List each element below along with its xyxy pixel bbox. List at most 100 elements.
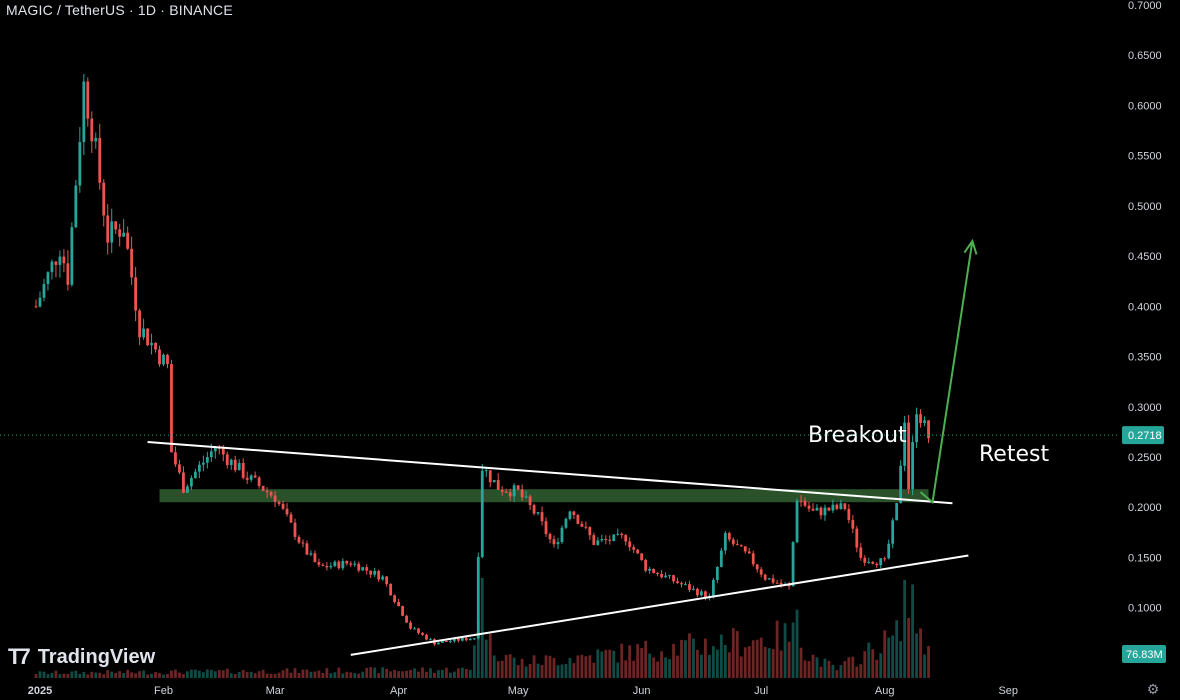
x-tick-label: Jun: [633, 685, 651, 697]
candle: [413, 628, 416, 630]
volume-bar: [309, 671, 313, 678]
candle: [58, 256, 62, 265]
volume-bar: [58, 674, 62, 678]
volume-bar: [612, 650, 616, 678]
candle: [50, 261, 54, 273]
candle: [855, 528, 859, 548]
candle: [520, 489, 524, 498]
volume-bar: [815, 657, 819, 678]
candle: [700, 591, 703, 596]
volume-bar: [277, 672, 281, 678]
candle: [385, 576, 389, 585]
candle: [544, 521, 548, 534]
candle: [325, 565, 329, 568]
candle: [759, 569, 763, 575]
volume-bar: [640, 648, 644, 678]
volume-bar: [739, 656, 743, 678]
candle: [417, 628, 420, 633]
volume-bar: [409, 669, 412, 678]
candle: [927, 420, 930, 439]
volume-bar: [349, 672, 353, 678]
candle: [552, 539, 556, 545]
candle: [142, 328, 145, 338]
volume-bar: [899, 641, 903, 678]
volume-bar: [620, 643, 624, 678]
candle: [576, 514, 580, 524]
y-tick-label: 0.4500: [1128, 251, 1162, 263]
candle: [516, 485, 520, 490]
volume-bar: [552, 657, 556, 678]
settings-gear-icon[interactable]: ⚙: [1146, 681, 1160, 697]
candle: [644, 559, 648, 571]
candle: [496, 480, 500, 490]
volume-bar: [755, 639, 759, 678]
candle: [632, 547, 636, 550]
volume-bar: [365, 667, 369, 678]
volume-bar: [560, 664, 564, 678]
candle: [249, 475, 253, 480]
candle: [903, 422, 907, 466]
candle: [891, 520, 895, 544]
volume-bar: [38, 671, 42, 678]
volume-bar: [46, 674, 50, 678]
candle: [333, 561, 337, 567]
candle: [664, 575, 667, 578]
volume-bar: [122, 672, 126, 678]
support-resistance-zone: [159, 489, 929, 503]
volume-bar: [624, 660, 628, 678]
candle: [819, 507, 823, 516]
candle: [592, 535, 596, 545]
volume-bar: [265, 673, 269, 678]
candle: [907, 422, 911, 490]
candle: [636, 549, 640, 554]
volume-bar: [114, 673, 118, 678]
candle: [723, 533, 727, 551]
volume-bar: [572, 663, 576, 678]
candle: [488, 470, 492, 483]
volume-value: 76.83M: [1126, 649, 1163, 661]
volume-bar: [197, 670, 201, 678]
volume-bar: [353, 673, 357, 678]
volume-bar: [596, 649, 600, 678]
candle: [377, 570, 381, 580]
volume-bar: [516, 665, 520, 678]
candle: [241, 463, 245, 478]
candle: [74, 185, 78, 228]
retest-label: Retest: [979, 442, 1049, 467]
volume-bar: [186, 671, 189, 678]
volume-bar: [616, 662, 620, 678]
candle: [680, 583, 683, 585]
volume-bar: [759, 637, 763, 678]
volume-bar: [377, 673, 381, 678]
candle: [98, 138, 102, 183]
candle: [317, 561, 321, 565]
volume-bar: [146, 674, 149, 678]
candle: [321, 564, 325, 566]
volume-bar: [608, 649, 612, 678]
volume-bar: [78, 673, 82, 678]
volume-bar: [472, 645, 476, 678]
x-tick-label: May: [508, 685, 529, 697]
volume-bar: [863, 651, 867, 678]
volume-bar: [783, 623, 787, 678]
y-tick-label: 0.3000: [1128, 402, 1162, 414]
volume-bar: [588, 655, 592, 678]
candle: [349, 563, 353, 565]
candle: [186, 486, 189, 493]
volume-bar: [727, 652, 731, 678]
candle: [739, 545, 743, 547]
current-price-badge: 0.2718: [1122, 426, 1164, 445]
candle: [827, 507, 831, 511]
candle: [305, 543, 309, 555]
volume-bar: [652, 657, 656, 678]
candle: [831, 504, 835, 511]
candle: [532, 505, 536, 514]
candle: [799, 500, 803, 502]
x-tick-label: Mar: [266, 685, 285, 697]
volume-bar: [512, 657, 516, 678]
candle: [775, 582, 779, 584]
volume-bar: [213, 671, 217, 678]
volume-bar: [903, 579, 907, 678]
volume-bar: [98, 672, 102, 678]
